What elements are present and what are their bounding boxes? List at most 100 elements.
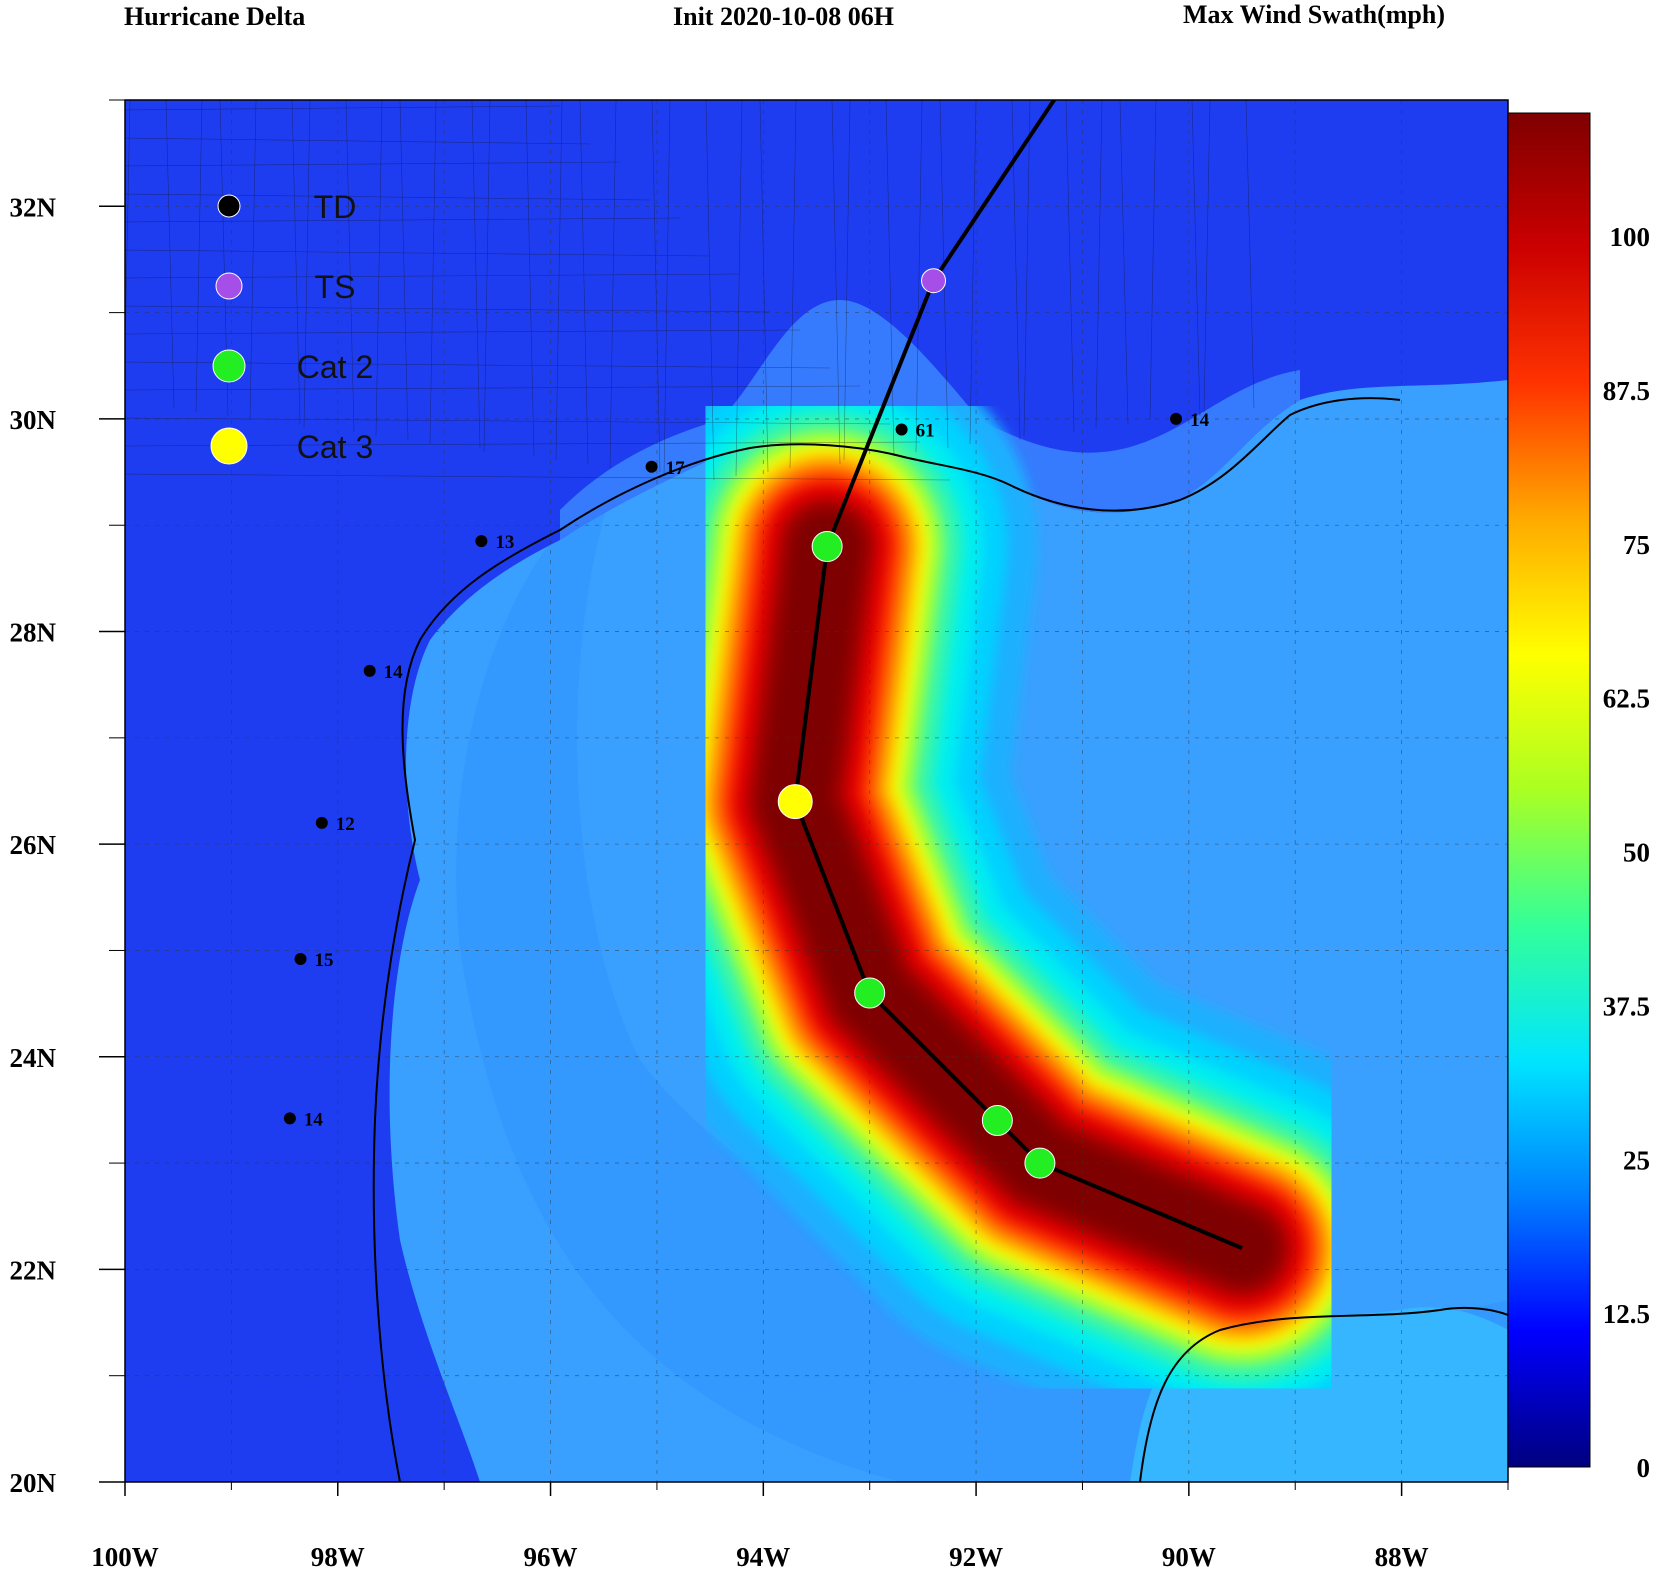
county-line	[483, 100, 491, 453]
station-dot	[645, 460, 658, 473]
legend-label: TS	[315, 269, 356, 305]
track-point-marker	[921, 268, 947, 294]
colorbar-label: 50	[1623, 838, 1650, 868]
county-line	[125, 473, 951, 481]
county-line	[125, 441, 921, 447]
station-observations: 17 13 14 12 15 14 61 14	[283, 410, 1210, 1130]
county-line	[471, 100, 481, 449]
station-dot	[895, 423, 908, 436]
track-point-marker	[1024, 1147, 1056, 1179]
county-line	[125, 217, 681, 223]
county-line	[1119, 100, 1129, 425]
county-line	[1245, 100, 1255, 409]
county-line	[249, 100, 257, 421]
station-dot	[363, 664, 376, 677]
county-line	[125, 329, 801, 335]
county-line	[663, 100, 671, 477]
county-line	[165, 100, 175, 409]
county-line	[525, 100, 535, 457]
station-value: 14	[1190, 410, 1210, 431]
county-line	[759, 100, 769, 473]
lon-tick-label: 94W	[736, 1542, 790, 1572]
station-value: 12	[336, 814, 355, 835]
county-line	[125, 249, 711, 257]
lat-tick-label: 22N	[10, 1255, 57, 1285]
county-line	[125, 161, 621, 167]
lon-tick-label: 90W	[1162, 1542, 1216, 1572]
swath-outer-halo	[456, 470, 1508, 1482]
county-line	[303, 100, 311, 429]
station-value: 13	[495, 532, 514, 553]
county-line	[125, 105, 561, 111]
lat-tick-label: 30N	[10, 405, 57, 435]
station-value: 61	[916, 421, 935, 442]
yucatan-coastline	[1139, 1306, 1508, 1482]
map-axes: 100W 98W 96W 94W 92W 90W 88W 32N 30N 28N 26N 24N 22N…	[10, 99, 1509, 1572]
county-line	[125, 305, 771, 313]
legend-label: Cat 2	[297, 349, 373, 385]
county-line	[375, 100, 383, 437]
county-line	[345, 100, 355, 433]
storm-name: Hurricane Delta	[124, 2, 306, 31]
track-point-marker	[777, 784, 813, 820]
county-line	[125, 417, 891, 425]
station-dot	[294, 952, 307, 965]
colorbar-label: 0	[1637, 1453, 1651, 1483]
county-line	[125, 100, 131, 369]
plot-area: 17 13 14 12 15 14 61 14	[125, 100, 1508, 1482]
county-line	[1203, 100, 1211, 413]
colorbar-label: 12.5	[1603, 1299, 1650, 1329]
legend-label: Cat 3	[297, 429, 373, 465]
county-line	[429, 100, 437, 445]
colorbar-label: 62.5	[1603, 684, 1650, 714]
lat-tick-label: 20N	[10, 1468, 57, 1498]
track-markers	[777, 268, 1056, 1179]
product-title: Max Wind Swath(mph)	[1183, 0, 1445, 29]
station-dot	[1170, 412, 1183, 425]
county-line	[885, 100, 895, 457]
legend-marker	[215, 272, 243, 300]
county-line	[1023, 100, 1031, 437]
station-value: 17	[666, 458, 686, 479]
track-point-marker	[854, 977, 886, 1009]
county-line	[735, 100, 743, 477]
lon-tick-label: 96W	[524, 1542, 578, 1572]
county-line	[651, 100, 661, 473]
station-value: 14	[304, 1109, 324, 1130]
station-dot	[475, 535, 488, 548]
coastline	[372, 397, 1401, 1482]
lat-tick-label: 28N	[10, 618, 57, 648]
county-line	[705, 100, 715, 481]
lon-tick-label: 100W	[91, 1542, 159, 1572]
lat-tick-label: 24N	[10, 1043, 57, 1073]
lon-tick-label: 88W	[1375, 1542, 1429, 1572]
lon-tick-label: 92W	[949, 1542, 1003, 1572]
category-legend: TD TS Cat 2 Cat 3	[210, 189, 373, 465]
station-value: 15	[315, 950, 334, 971]
county-line	[125, 137, 591, 145]
station-dot	[283, 1112, 296, 1125]
county-line	[1149, 100, 1157, 421]
colorbar-label: 25	[1623, 1145, 1650, 1175]
colorbar-label: 100	[1610, 222, 1651, 252]
legend-marker	[210, 427, 248, 465]
county-line	[125, 385, 861, 391]
county-line	[579, 100, 589, 465]
lat-tick-label: 32N	[10, 192, 57, 222]
county-line	[1011, 100, 1021, 441]
lon-tick-label: 98W	[311, 1542, 365, 1572]
track-point-marker	[811, 530, 843, 562]
county-line	[969, 100, 977, 445]
county-line	[291, 100, 301, 425]
county-line	[789, 100, 797, 469]
county-line	[555, 100, 563, 461]
legend-marker	[212, 349, 246, 383]
wind-colorbar: 100 87.5 75 62.5 50 37.5 25 12.5 0	[1507, 112, 1651, 1483]
county-line	[609, 100, 617, 469]
colorbar-label: 87.5	[1603, 376, 1650, 406]
legend-label: TD	[314, 189, 357, 225]
county-line	[125, 193, 651, 201]
county-lines	[125, 100, 1255, 481]
colorbar-bar	[1507, 112, 1591, 1468]
